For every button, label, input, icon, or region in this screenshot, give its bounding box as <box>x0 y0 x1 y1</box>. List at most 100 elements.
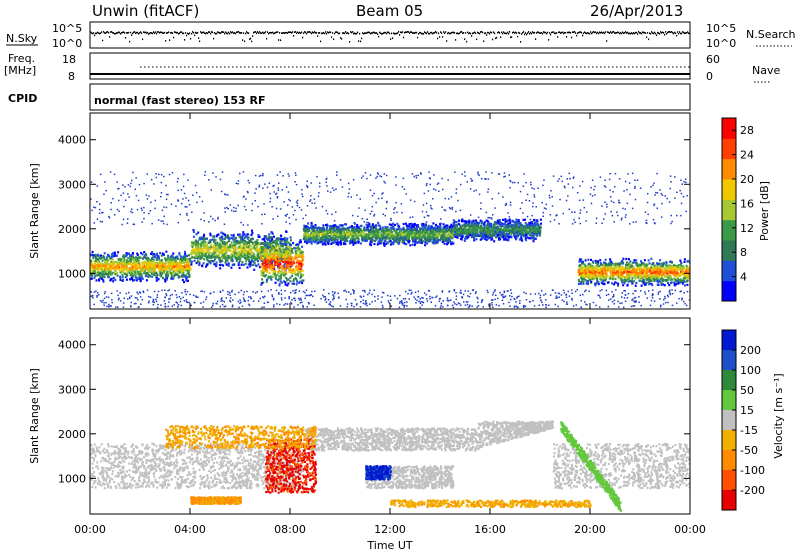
power-cell <box>311 232 313 234</box>
power-cell <box>300 263 302 265</box>
power-cell <box>124 267 126 269</box>
nsky-point <box>316 32 317 34</box>
power-cell <box>146 279 148 281</box>
power-cell <box>296 247 298 249</box>
power-cell <box>292 252 294 254</box>
power-cell <box>248 246 250 248</box>
power-cell <box>540 223 542 225</box>
nsky-point <box>679 31 680 33</box>
nsky-point <box>334 33 335 35</box>
power-cell <box>121 264 123 266</box>
nsky-point <box>549 32 550 34</box>
power-cell <box>370 228 372 230</box>
nsky-point <box>465 32 466 34</box>
power-cell <box>451 232 453 234</box>
power-cell <box>197 256 199 258</box>
power-cell <box>98 279 100 281</box>
nsky-point <box>471 35 472 37</box>
nsky-point <box>185 32 186 34</box>
power-cell <box>215 254 217 256</box>
power-cell <box>276 240 278 242</box>
power-cell <box>388 241 390 243</box>
nsky-point <box>277 31 278 33</box>
power-cell <box>220 232 222 234</box>
power-cell <box>193 231 195 233</box>
nsky-point <box>550 34 551 36</box>
power-cell <box>191 261 193 263</box>
nsky-point <box>155 31 156 33</box>
power-cell <box>266 257 268 259</box>
power-cell <box>473 239 475 241</box>
nsky-point <box>496 37 497 39</box>
power-cell <box>285 250 287 252</box>
nsky-point <box>325 31 326 33</box>
power-cell <box>491 217 493 219</box>
power-cell <box>269 256 271 258</box>
power-cell <box>167 274 169 276</box>
power-cell <box>324 243 326 245</box>
power-cell <box>421 231 423 233</box>
power-cell <box>308 229 310 231</box>
nsearch-label: N.Search <box>746 28 796 41</box>
power-cell <box>179 276 181 278</box>
power-cell <box>91 278 93 280</box>
nsky-point <box>483 40 484 42</box>
power-cell <box>243 243 245 245</box>
power-cell <box>108 263 110 265</box>
power-cell <box>184 251 186 253</box>
power-cell <box>200 250 202 252</box>
power-cell <box>434 226 436 228</box>
power-cell <box>272 275 274 277</box>
power-cell <box>398 228 400 230</box>
power-cell <box>201 252 203 254</box>
power-cell <box>435 237 437 239</box>
nsky-point <box>509 31 510 33</box>
nsky-point <box>492 39 493 41</box>
power-cell <box>425 225 427 227</box>
power-cell <box>137 266 139 268</box>
power-cell <box>229 237 231 239</box>
power-cell <box>262 243 264 245</box>
power-cell <box>133 279 135 281</box>
power-cell <box>260 251 262 253</box>
power-cell <box>153 260 155 262</box>
power-cell <box>379 242 381 244</box>
nsky-point <box>647 32 648 34</box>
power-cell <box>292 242 294 244</box>
power-cell <box>276 274 278 276</box>
power-cell <box>281 251 283 253</box>
power-cell <box>324 239 326 241</box>
power-cell <box>323 232 325 234</box>
power-cell <box>449 226 451 228</box>
power-cell <box>320 237 322 239</box>
power-cell <box>215 247 217 249</box>
nsky-point <box>332 32 333 34</box>
power-cell <box>162 252 164 254</box>
power-cell <box>293 280 295 282</box>
power-cell <box>103 258 105 260</box>
power-cell <box>439 226 441 228</box>
power-cell <box>305 240 307 242</box>
power-cell <box>362 239 364 241</box>
power-cell <box>142 253 144 255</box>
nsky-point <box>93 32 94 34</box>
power-cell <box>151 269 153 271</box>
power-cell <box>184 266 186 268</box>
power-cell <box>393 230 395 232</box>
power-cell <box>261 246 263 248</box>
power-cell <box>323 236 325 238</box>
power-cell <box>288 248 290 250</box>
power-cell <box>215 264 217 266</box>
power-cell <box>232 238 234 240</box>
power-cell <box>301 282 303 284</box>
power-cell <box>415 242 417 244</box>
power-cell <box>293 262 295 264</box>
nsky-point <box>565 32 566 34</box>
power-cell <box>277 262 279 264</box>
power-cell <box>132 268 134 270</box>
power-cell <box>114 279 116 281</box>
power-cell <box>213 246 215 248</box>
power-cell <box>160 275 162 277</box>
power-cell <box>267 277 269 279</box>
power-cell <box>298 282 300 284</box>
